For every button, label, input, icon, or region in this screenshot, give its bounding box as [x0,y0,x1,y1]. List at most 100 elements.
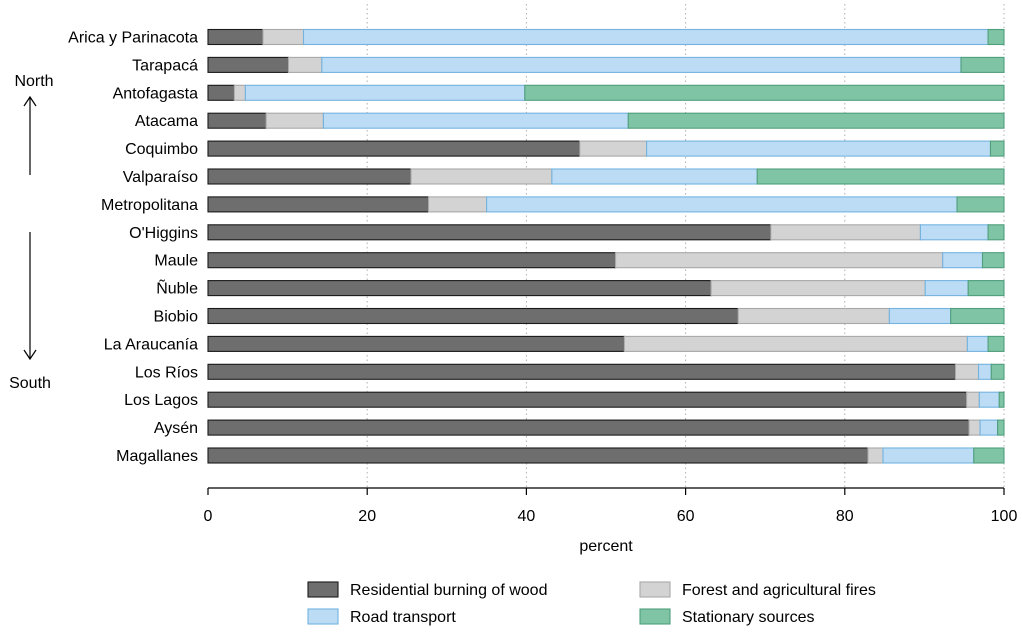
bar-13-series-2 [954,363,980,380]
bar-8-series-2 [770,224,921,241]
south-label: South [9,375,51,392]
north-arrow-head [23,95,37,107]
bar-13-series-4 [990,363,1005,380]
x-axis-title: percent [579,538,633,555]
category-label: Biobio [154,309,199,326]
category-label: Metropolitana [101,197,198,214]
category-label: Atacama [135,113,198,130]
bar-5-series-3 [646,140,992,157]
bar-13-series-1 [207,363,956,380]
bar-8-series-4 [987,224,1005,241]
category-label: Los Lagos [124,392,198,409]
x-tick-label-20: 20 [358,508,376,525]
legend-label: Forest and agricultural fires [682,582,876,599]
south-arrow-head [23,349,37,361]
x-tick-label-40: 40 [518,508,536,525]
bar-8-series-1 [207,224,772,241]
bar-5-series-1 [207,140,581,157]
bar-2-series-2 [287,56,323,73]
category-label: Tarapacá [132,57,198,74]
bar-3-series-2 [233,84,246,101]
bar-12-series-1 [207,335,625,352]
legend-swatch [307,581,339,598]
bar-14-series-2 [966,391,980,408]
bar-7-series-1 [207,196,430,213]
bar-6-series-3 [551,168,758,185]
bar-7-series-4 [956,196,1005,213]
bar-15-series-2 [968,419,981,436]
bar-15-series-4 [997,419,1005,436]
bar-6-series-1 [207,168,412,185]
legend-swatch [307,608,339,625]
bar-5-series-4 [989,140,1005,157]
category-label: Arica y Parinacota [68,30,198,47]
bar-14-series-4 [998,391,1005,408]
bar-2-series-3 [321,56,962,73]
bar-13-series-3 [977,363,992,380]
bar-7-series-3 [486,196,958,213]
bar-1-series-3 [302,28,989,46]
bar-3-series-4 [524,84,1005,101]
x-tick-label-80: 80 [836,508,854,525]
bars [207,28,1005,464]
bar-3-series-1 [207,84,235,101]
bar-4-series-3 [322,112,629,129]
bar-9-series-1 [207,252,617,269]
bar-11-series-1 [207,307,739,325]
category-label: Ñuble [156,278,198,298]
bar-12-series-4 [987,335,1005,352]
x-tick-label-100: 100 [991,508,1018,525]
bar-11-series-3 [888,307,952,325]
category-labels: Arica y Parinacota Tarapacá Antofagasta Ata… [68,30,198,466]
bar-1-series-2 [262,28,305,46]
grid-lines [366,4,1005,488]
bar-1-series-4 [987,28,1005,46]
category-label: Magallanes [116,448,198,465]
bar-6-series-4 [756,168,1005,185]
bar-16-series-3 [882,447,975,464]
direction-annotation: North South [9,73,53,392]
bar-14-series-3 [978,391,1000,408]
category-label: Maule [154,253,198,270]
legend-swatch [639,608,671,625]
bar-10-series-3 [924,280,969,297]
legend-label: Road transport [350,609,456,626]
x-tick-label-60: 60 [677,508,695,525]
bar-4-series-1 [207,112,267,129]
category-label: Valparaíso [123,169,198,186]
category-label: O'Higgins [129,225,198,242]
bar-10-series-1 [207,280,712,297]
bar-8-series-3 [919,224,989,241]
bar-16-series-4 [973,447,1005,464]
x-tick-label-0: 0 [204,508,213,525]
category-label: Aysén [154,420,198,437]
bar-10-series-2 [710,280,926,297]
legend-swatch [639,581,671,598]
bar-14-series-1 [207,391,968,408]
bar-9-series-3 [942,252,984,269]
category-label: La Araucanía [104,336,198,353]
bar-4-series-2 [265,112,324,129]
legend: Residential burning of wood Forest and ag… [307,581,876,626]
bar-3-series-3 [244,84,526,101]
legend-label: Residential burning of wood [350,582,547,599]
bar-11-series-4 [950,307,1005,325]
bar-2-series-4 [960,56,1005,73]
bar-9-series-2 [615,252,944,269]
north-label: North [14,73,53,90]
bar-15-series-1 [207,419,970,436]
bar-1-series-1 [207,28,264,46]
bar-2-series-1 [207,56,289,73]
bar-4-series-4 [627,112,1005,129]
bar-15-series-3 [979,419,999,436]
category-label: Coquimbo [125,141,198,158]
x-axis: 0 20 40 60 80 100 [204,487,1018,525]
bar-12-series-2 [623,335,968,352]
bar-7-series-2 [427,196,488,213]
legend-label: Stationary sources [682,609,815,626]
bar-9-series-4 [981,252,1005,269]
bar-11-series-2 [737,307,890,325]
bar-12-series-3 [966,335,989,352]
bar-10-series-4 [967,280,1005,297]
